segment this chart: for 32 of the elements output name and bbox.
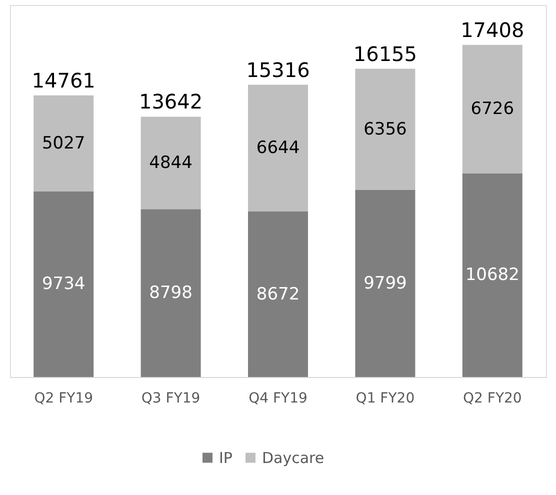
bar <box>355 190 416 377</box>
x-tick-label: Q1 FY20 <box>356 390 415 406</box>
bar <box>140 116 201 210</box>
legend-label: IP <box>219 448 232 467</box>
bar <box>355 68 416 190</box>
bar <box>140 209 201 377</box>
total-label: 15316 <box>246 58 310 82</box>
bar <box>462 44 522 174</box>
data-label: 9799 <box>364 274 407 294</box>
total-label: 14761 <box>32 68 96 92</box>
bar <box>34 191 94 377</box>
data-label: 8672 <box>256 284 300 304</box>
bar <box>248 212 308 377</box>
x-tick-label: Q2 FY19 <box>34 390 93 406</box>
x-tick-label: Q4 FY19 <box>248 390 308 406</box>
total-label: 16155 <box>353 42 418 66</box>
bar <box>248 84 308 212</box>
data-label: 4844 <box>149 152 192 173</box>
data-label: 6644 <box>256 138 300 158</box>
legend-label: Daycare <box>262 448 324 467</box>
x-tick-label: Q2 FY20 <box>463 390 522 406</box>
data-label: 5027 <box>42 133 86 154</box>
data-label: 6726 <box>470 99 514 120</box>
bar <box>34 95 94 192</box>
bar <box>462 173 522 377</box>
x-tick-label: Q3 FY19 <box>141 390 200 406</box>
data-label: 8798 <box>149 283 192 304</box>
data-label: 10682 <box>465 265 520 286</box>
total-label: 17408 <box>460 18 524 42</box>
data-label: 6356 <box>364 119 407 140</box>
data-label: 9734 <box>42 274 86 294</box>
total-label: 13642 <box>138 90 203 114</box>
